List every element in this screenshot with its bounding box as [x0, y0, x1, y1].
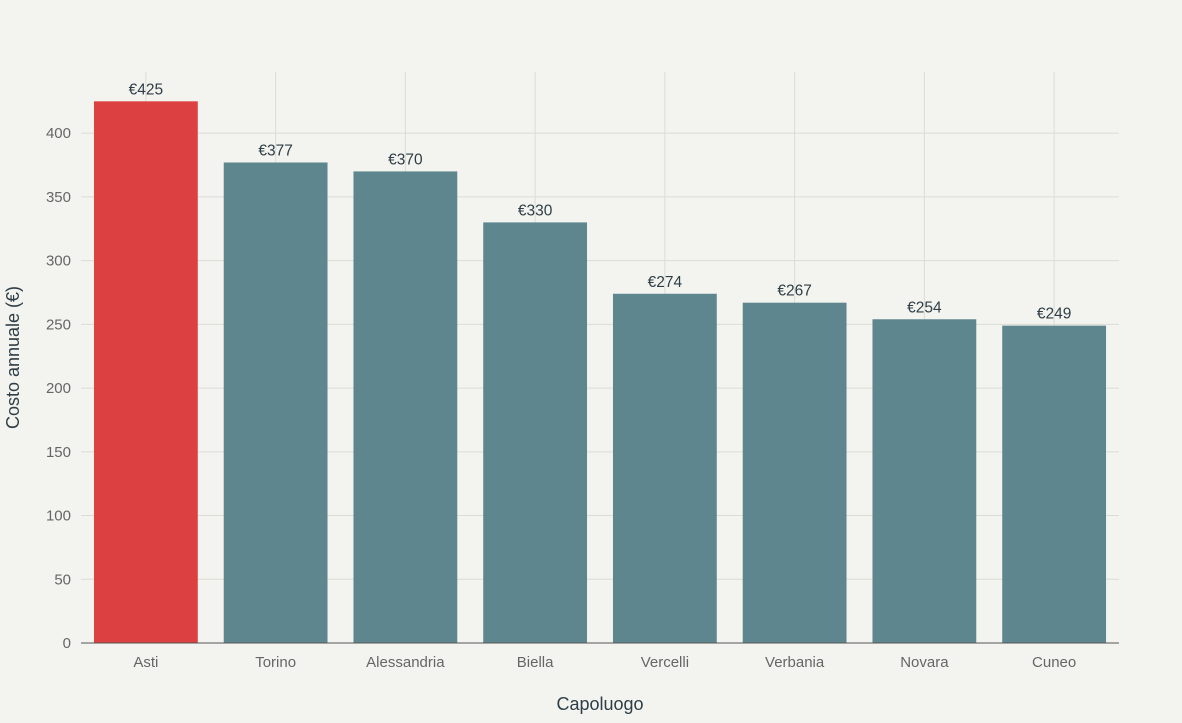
bar [612, 293, 717, 643]
x-tick-label: Biella [517, 654, 554, 671]
bar-data-labels: €425 €377 €370 €330 €274 €267 €254 €249 [129, 81, 1072, 322]
y-tick-label: 150 [46, 444, 71, 461]
bar-data-label: €425 [129, 81, 163, 98]
x-tick-labels: Asti Torino Alessandria Biella Vercelli Verba… [133, 654, 1076, 671]
y-tick-label: 0 [63, 635, 71, 652]
y-tick-label: 100 [46, 508, 71, 525]
y-tick-label: 250 [46, 316, 71, 333]
bar-data-label: €249 [1037, 306, 1071, 323]
bars-group [93, 101, 1107, 644]
bar [483, 222, 588, 643]
x-tick-label: Alessandria [366, 654, 445, 671]
y-tick-label: 300 [46, 253, 71, 270]
x-tick-label: Asti [133, 654, 158, 671]
x-tick-label: Vercelli [641, 654, 689, 671]
bar-data-label: €330 [518, 202, 553, 219]
y-axis-title: Costo annuale (€) [3, 286, 23, 429]
bar-data-label: €267 [777, 283, 811, 300]
bar-data-label: €370 [388, 151, 423, 168]
x-tick-label: Novara [900, 654, 949, 671]
bar [742, 302, 847, 643]
y-tick-label: 400 [46, 125, 71, 142]
y-tick-label: 200 [46, 380, 71, 397]
x-tick-label: Torino [255, 654, 296, 671]
bar [223, 162, 328, 644]
y-tick-label: 350 [46, 189, 71, 206]
bar [93, 101, 198, 643]
bar-data-label: €254 [907, 299, 942, 316]
bar-data-label: €274 [648, 274, 683, 291]
bar-data-label: €377 [258, 142, 292, 159]
bar [353, 171, 458, 644]
bar [1002, 325, 1107, 643]
y-tick-label: 50 [54, 571, 71, 588]
x-axis-title: Capoluogo [556, 694, 643, 714]
x-tick-label: Verbania [765, 654, 825, 671]
x-tick-label: Cuneo [1032, 654, 1076, 671]
y-tick-labels: 0 50 100 150 200 250 300 350 400 [46, 125, 71, 652]
bar [872, 319, 977, 643]
